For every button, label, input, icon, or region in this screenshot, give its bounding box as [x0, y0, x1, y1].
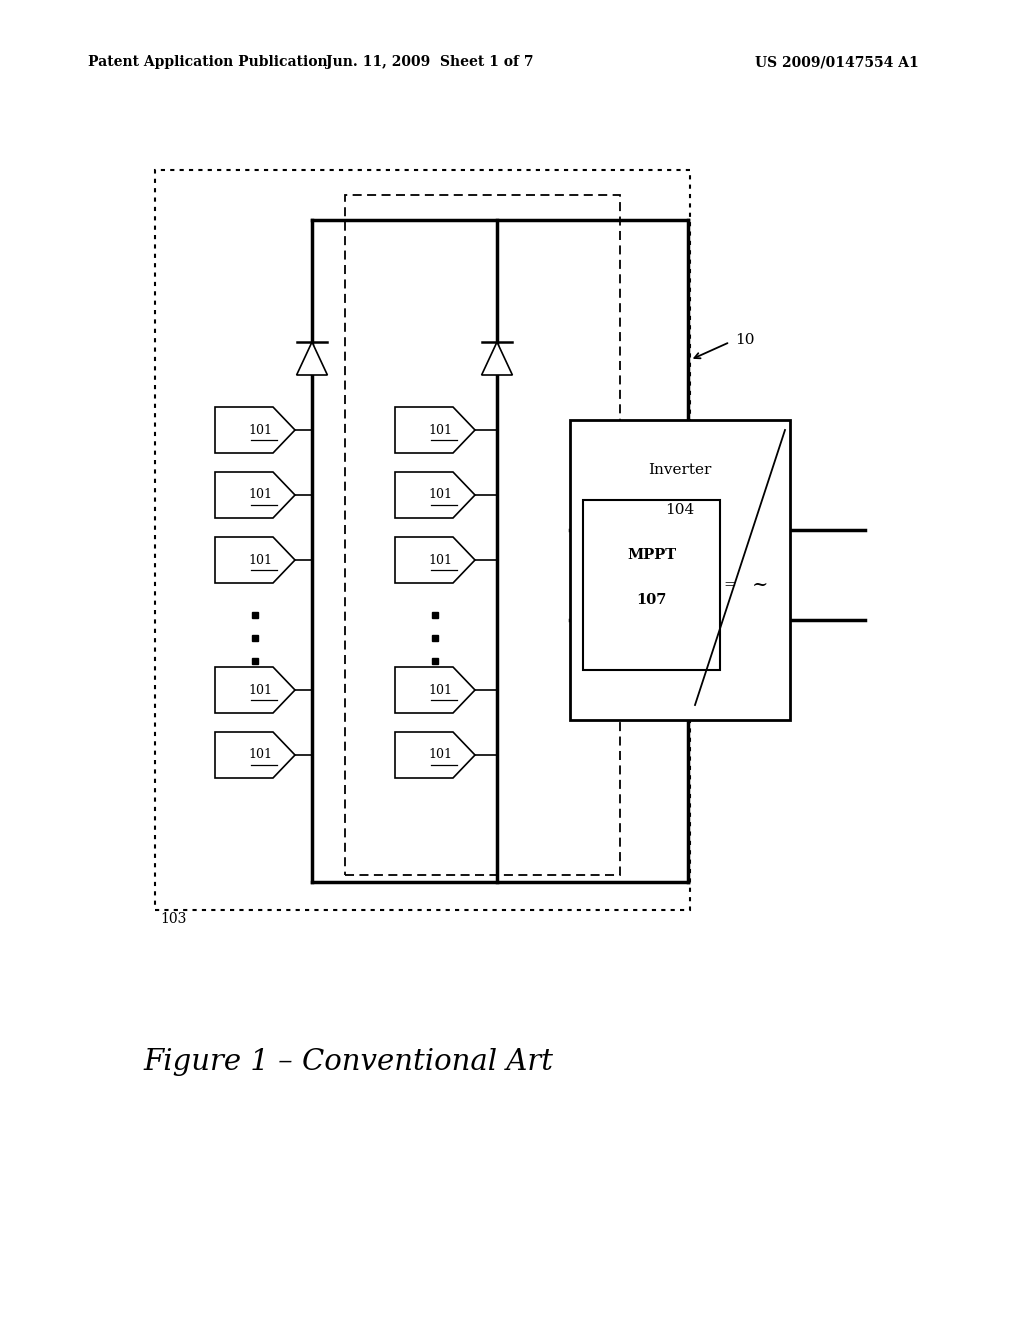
- Polygon shape: [215, 407, 295, 453]
- Text: 101: 101: [428, 684, 452, 697]
- Polygon shape: [215, 537, 295, 583]
- Polygon shape: [395, 473, 475, 517]
- Text: 107: 107: [636, 593, 667, 607]
- Text: ~: ~: [752, 576, 768, 594]
- Polygon shape: [395, 407, 475, 453]
- Polygon shape: [215, 473, 295, 517]
- Polygon shape: [395, 667, 475, 713]
- Polygon shape: [215, 667, 295, 713]
- Text: 101: 101: [428, 553, 452, 566]
- Text: 103: 103: [160, 912, 186, 927]
- Bar: [583, 500, 720, 671]
- Bar: [570, 420, 790, 719]
- Text: MPPT: MPPT: [627, 548, 676, 562]
- Text: 101: 101: [428, 424, 452, 437]
- Polygon shape: [297, 342, 328, 375]
- Bar: [345, 195, 620, 875]
- Polygon shape: [215, 733, 295, 777]
- Text: =: =: [724, 578, 736, 591]
- Text: Jun. 11, 2009  Sheet 1 of 7: Jun. 11, 2009 Sheet 1 of 7: [327, 55, 534, 69]
- Text: 101: 101: [428, 488, 452, 502]
- Text: Patent Application Publication: Patent Application Publication: [88, 55, 328, 69]
- Text: 104: 104: [666, 503, 694, 517]
- Polygon shape: [481, 342, 512, 375]
- Text: 101: 101: [248, 488, 272, 502]
- Text: Figure 1 – Conventional Art: Figure 1 – Conventional Art: [143, 1048, 553, 1076]
- Text: 101: 101: [428, 748, 452, 762]
- Polygon shape: [395, 733, 475, 777]
- Text: 101: 101: [248, 553, 272, 566]
- Text: 10: 10: [735, 333, 755, 347]
- Text: Inverter: Inverter: [648, 463, 712, 477]
- Text: 101: 101: [248, 424, 272, 437]
- Text: 101: 101: [248, 684, 272, 697]
- Bar: [155, 170, 690, 909]
- Text: 101: 101: [248, 748, 272, 762]
- Text: US 2009/0147554 A1: US 2009/0147554 A1: [755, 55, 919, 69]
- Polygon shape: [395, 537, 475, 583]
